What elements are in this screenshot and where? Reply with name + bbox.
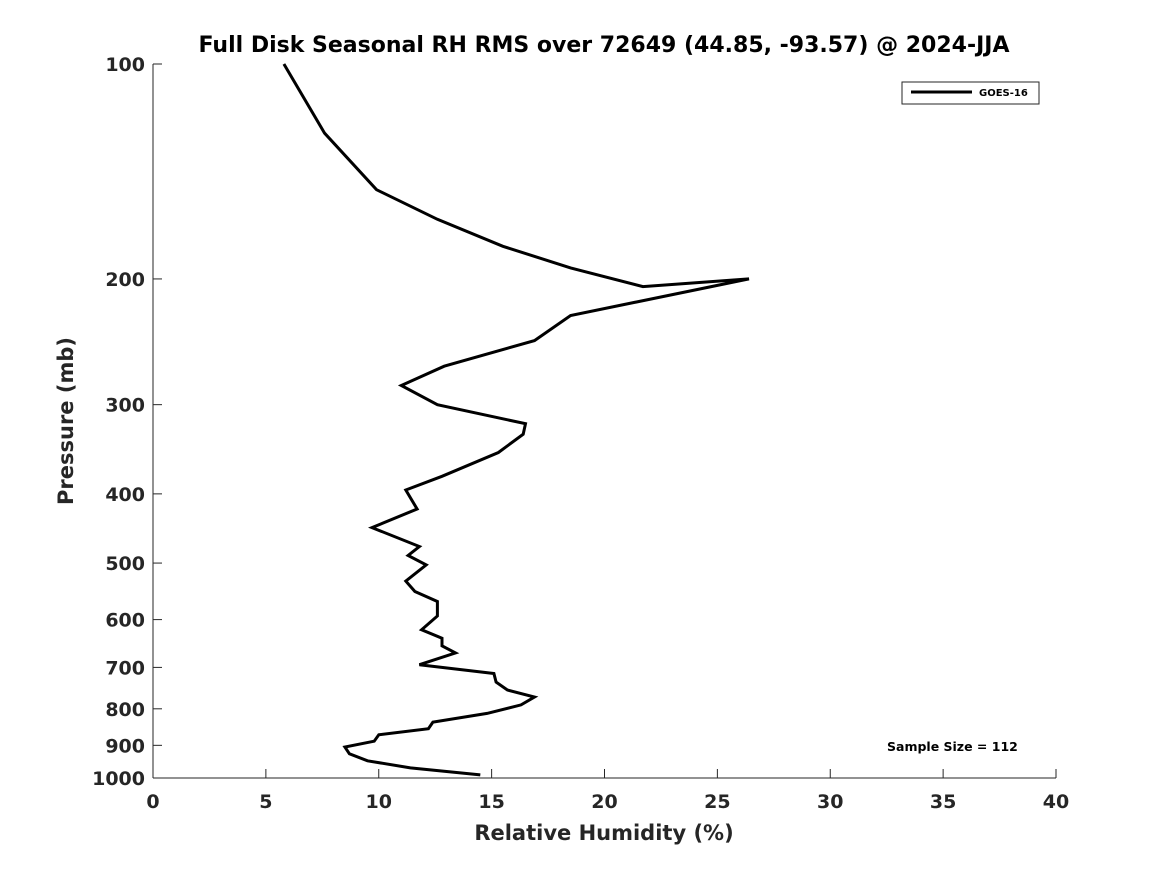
y-tick-label: 600 [105, 610, 145, 632]
x-tick-label: 15 [478, 791, 504, 813]
x-tick-label: 10 [366, 791, 392, 813]
y-tick-label: 1000 [92, 768, 145, 790]
y-axis-ticks: 100 200 300 400 500 600 700 800 900 1000 [92, 54, 162, 790]
x-tick-label: 20 [591, 791, 617, 813]
y-tick-label: 800 [105, 699, 145, 721]
series-layer [282, 63, 750, 777]
x-tick-label: 25 [704, 791, 730, 813]
x-tick-label: 35 [930, 791, 956, 813]
y-axis-label: Pressure (mb) [54, 337, 78, 505]
chart-title: Full Disk Seasonal RH RMS over 72649 (44… [199, 33, 1010, 58]
y-tick-label: 900 [105, 735, 145, 757]
x-tick-label: 40 [1043, 791, 1069, 813]
x-tick-label: 0 [146, 791, 159, 813]
x-tick-label: 5 [259, 791, 272, 813]
y-tick-label: 300 [105, 395, 145, 417]
sample-size-annotation: Sample Size = 112 [887, 739, 1018, 754]
y-tick-label: 100 [105, 54, 145, 76]
x-axis-label: Relative Humidity (%) [474, 821, 733, 845]
y-tick-label: 500 [105, 553, 145, 575]
y-tick-label: 400 [105, 484, 145, 506]
x-axis-ticks: 0 5 10 15 20 25 30 35 40 [146, 769, 1069, 813]
x-tick-label: 30 [817, 791, 843, 813]
legend-label-goes-16: GOES-16 [979, 88, 1028, 99]
legend: GOES-16 [901, 81, 1040, 105]
plot-area: 0 5 10 15 20 25 30 35 40 100 200 300 400 500 600 700 80… [92, 54, 1069, 813]
y-tick-label: 700 [105, 657, 145, 679]
axes-background [153, 64, 1056, 778]
y-tick-label: 200 [105, 269, 145, 291]
